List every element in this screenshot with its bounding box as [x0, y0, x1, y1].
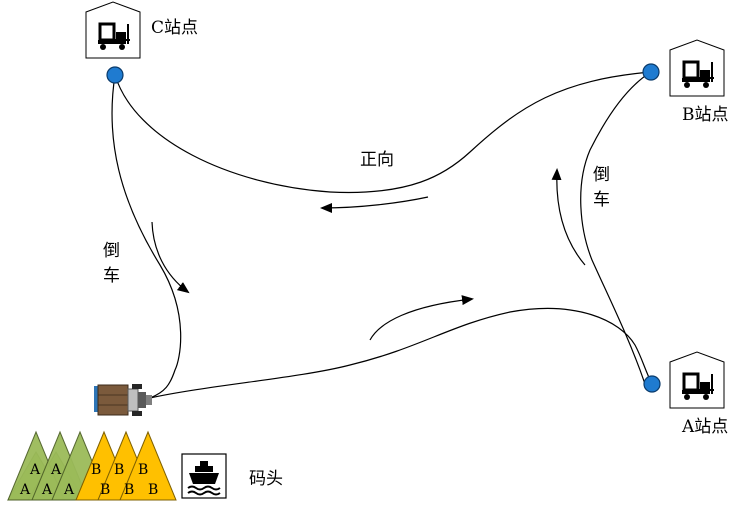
reverse-right-arrow: [551, 168, 586, 266]
station-c-node[interactable]: [106, 66, 124, 84]
reverse-right-label-1: 倒: [593, 165, 610, 185]
station-a-label: A站点: [681, 417, 728, 437]
station-c-label: C站点: [151, 18, 198, 38]
cargo-a-letter: A: [29, 462, 41, 478]
agv-truck-icon[interactable]: [94, 384, 152, 416]
cargo-b-letter: B: [124, 482, 134, 498]
route-dock-to-a: [149, 307, 653, 399]
reverse-left-label-2: 车: [103, 266, 120, 286]
route-b-to-a: [580, 71, 652, 385]
cargo-a-letter: A: [19, 482, 31, 498]
cargo-b-letter: B: [148, 482, 158, 498]
reverse-left-label-1: 倒: [103, 241, 120, 261]
dock-label: 码头: [249, 469, 283, 489]
forklift-warehouse-icon: [85, 1, 141, 59]
cargo-b-letter: B: [114, 462, 124, 478]
forward-label: 正向: [360, 150, 394, 170]
ship-icon: [181, 453, 227, 499]
outbound-arrow: [369, 295, 474, 341]
cargo-pile-b: B B B B B B: [75, 430, 177, 501]
station-b-node[interactable]: [642, 63, 660, 81]
forklift-warehouse-icon: [669, 39, 725, 97]
forward-arrow: [320, 196, 429, 213]
route-c-to-b: [114, 71, 652, 194]
forklift-warehouse-icon: [669, 351, 725, 409]
route-c-to-dock: [111, 74, 182, 399]
cargo-b-letter: B: [91, 462, 101, 478]
cargo-a-letter: A: [41, 482, 53, 498]
reverse-right-label-2: 车: [593, 190, 610, 210]
cargo-b-letter: B: [138, 462, 148, 478]
cargo-b-letter: B: [100, 482, 110, 498]
station-a-node[interactable]: [643, 375, 661, 393]
station-b-label: B站点: [682, 105, 729, 125]
reverse-left-arrow: [151, 221, 190, 294]
cargo-a-letter: A: [50, 462, 62, 478]
cargo-a-letter: A: [63, 482, 75, 498]
